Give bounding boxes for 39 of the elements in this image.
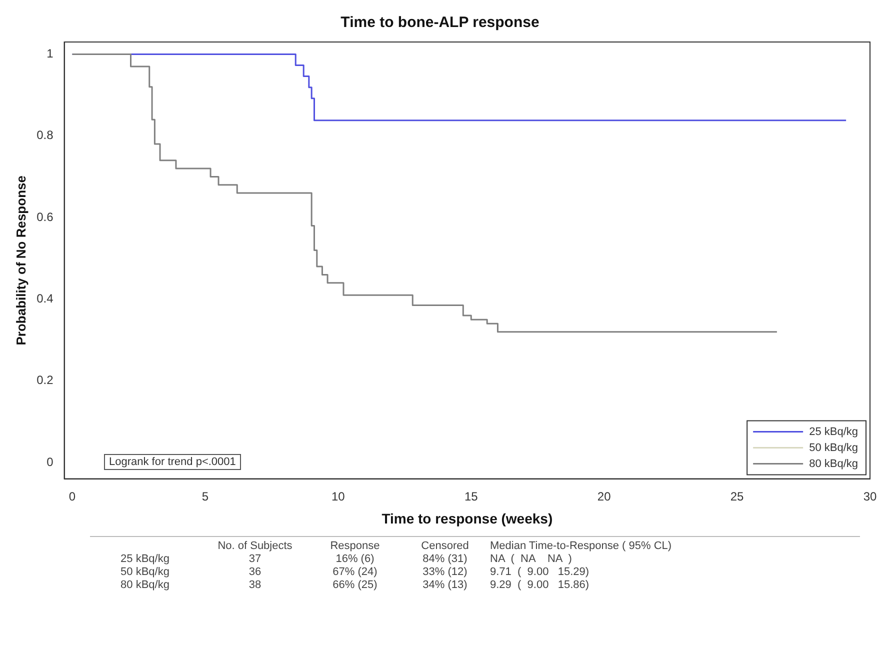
y-tick-label: 0.6 bbox=[36, 210, 54, 224]
text: Median Time-to-Response ( 95% CL) bbox=[490, 540, 672, 553]
x-tick-label: 15 bbox=[464, 489, 478, 504]
text: 34% (13) bbox=[422, 579, 468, 592]
text: 38 bbox=[248, 579, 262, 592]
text: 37 bbox=[248, 553, 262, 566]
text: Censored bbox=[421, 540, 469, 553]
text: 36 bbox=[248, 566, 262, 579]
text: 50 kBq/kg bbox=[120, 566, 170, 579]
text: 25 kBq/kg bbox=[120, 553, 170, 566]
chart-title: Time to bone-ALP response bbox=[340, 14, 540, 32]
legend-label: 80 kBq/kg bbox=[809, 458, 858, 470]
text: 67% (24) bbox=[332, 566, 378, 579]
legend-label: 25 kBq/kg bbox=[809, 426, 858, 438]
x-axis-title: Time to response (weeks) bbox=[382, 510, 553, 526]
x-tick-label: 5 bbox=[202, 489, 209, 504]
annotation: Logrank for trend p<.0001 bbox=[104, 454, 241, 470]
y-tick-label: 0.4 bbox=[36, 291, 54, 306]
y-axis-title: Probability of No Response bbox=[13, 176, 28, 346]
x-tick-label: 10 bbox=[331, 489, 346, 504]
x-tick-label: 20 bbox=[597, 489, 612, 504]
text: 9.29 ( 9.00 15.86) bbox=[490, 579, 590, 592]
x-tick-label: 30 bbox=[863, 489, 877, 504]
y-tick-label: 0.8 bbox=[36, 128, 54, 142]
y-tick-label: 0.2 bbox=[36, 373, 54, 388]
y-tick-label: 1 bbox=[46, 46, 54, 61]
legend-label: 50 kBq/kg bbox=[809, 442, 858, 454]
text: 33% (12) bbox=[422, 566, 468, 579]
x-tick-label: 25 bbox=[730, 489, 744, 504]
text: No. of Subjects bbox=[218, 540, 292, 553]
text: 80 kBq/kg bbox=[120, 579, 170, 592]
text: 84% (31) bbox=[422, 553, 468, 566]
text: 66% (25) bbox=[332, 579, 378, 592]
text: Response bbox=[330, 540, 380, 553]
text: NA ( NA NA ) bbox=[490, 553, 572, 566]
text: 16% (6) bbox=[336, 553, 374, 566]
x-tick-label: 0 bbox=[68, 489, 76, 504]
y-tick-label: 0 bbox=[46, 454, 54, 469]
text: 9.71 ( 9.00 15.29) bbox=[490, 566, 590, 579]
